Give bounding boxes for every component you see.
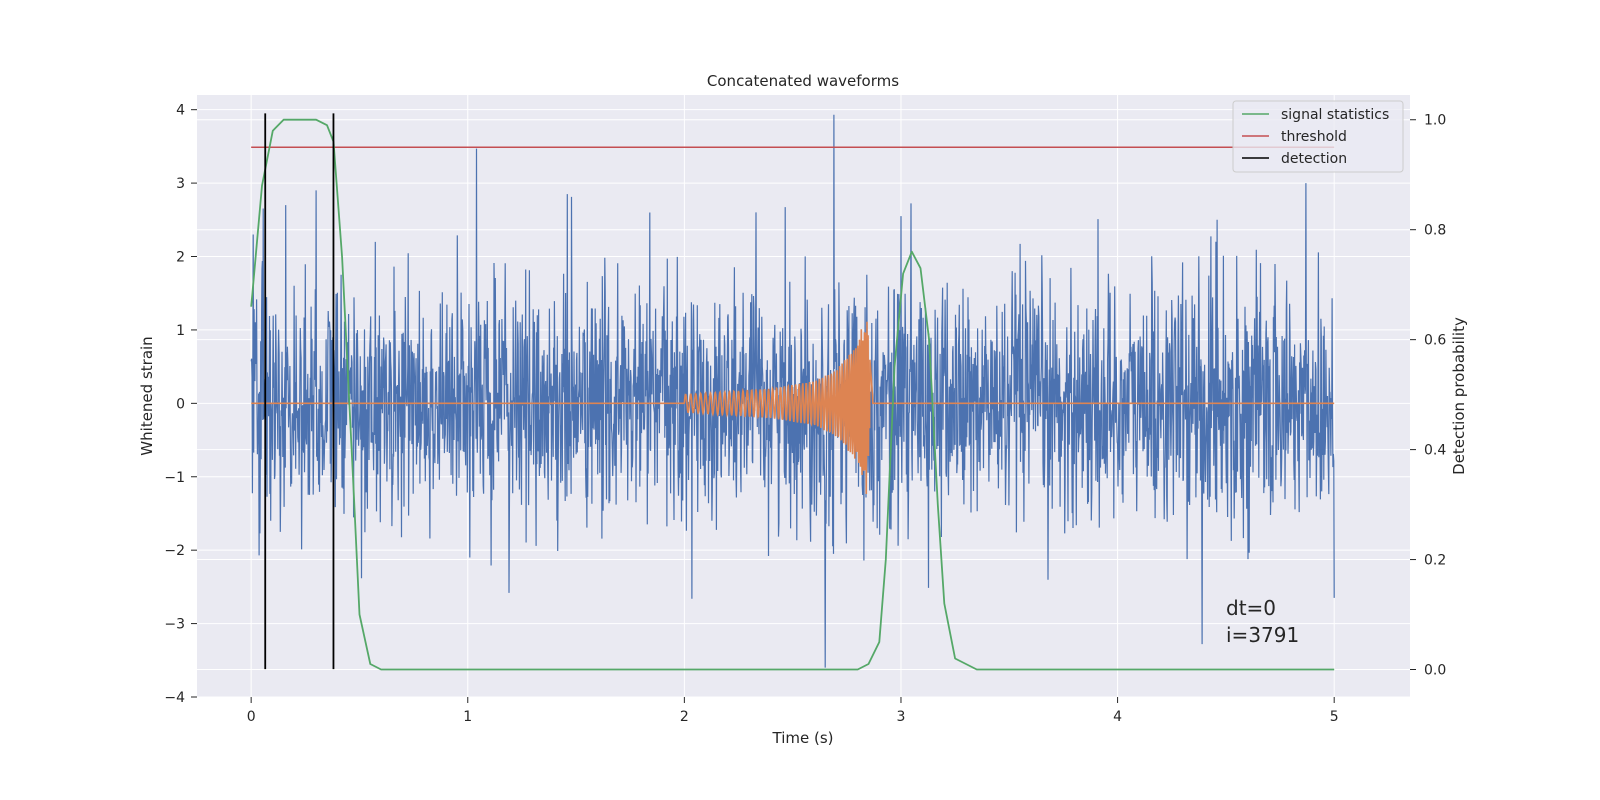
x-tick-label: 1 <box>463 709 472 725</box>
waveform-series-line <box>251 321 1335 495</box>
x-tick-label: 5 <box>1330 709 1339 725</box>
x-axis: 0 1 2 3 4 5 <box>247 697 1339 725</box>
series-layer <box>250 113 1335 671</box>
x-tick-label: 2 <box>680 709 689 725</box>
y-tick-label: 2 <box>176 250 185 266</box>
chart-title: Concatenated waveforms <box>707 72 899 90</box>
legend-label-detection: detection <box>1281 151 1347 167</box>
y-tick-label: 0 <box>176 396 185 412</box>
legend: signal statistics threshold detection <box>1232 100 1404 173</box>
x-tick-label: 4 <box>1113 709 1122 725</box>
y-tick-label: −1 <box>164 470 185 486</box>
y-tick-label: 1 <box>176 323 185 339</box>
y-tick-label: 4 <box>176 103 185 119</box>
y2-axis-label: Detection probability <box>1450 317 1468 475</box>
y2-tick-label: 0.0 <box>1424 663 1446 679</box>
y2-tick-label: 0.2 <box>1424 553 1446 569</box>
y2-tick-label: 0.8 <box>1424 223 1446 239</box>
legend-label-signal-statistics: signal statistics <box>1281 107 1389 123</box>
y-tick-label: −2 <box>164 543 185 559</box>
y2-tick-label: 0.4 <box>1424 443 1446 459</box>
annotation-i: i=3791 <box>1226 623 1299 647</box>
annotation-dt: dt=0 <box>1226 596 1276 620</box>
y-axis-label: Whitened strain <box>138 336 156 455</box>
legend-frame <box>1232 100 1404 173</box>
x-tick-label: 3 <box>897 709 906 725</box>
right-axis: 0.0 0.2 0.4 0.6 0.8 1.0 <box>1410 113 1446 679</box>
x-tick-label: 0 <box>247 709 256 725</box>
legend-label-threshold: threshold <box>1281 129 1347 145</box>
signal-statistics-line <box>250 118 1335 671</box>
left-axis: −4 −3 −2 −1 0 1 2 3 4 <box>164 103 197 706</box>
x-axis-label: Time (s) <box>772 729 834 747</box>
y-tick-label: 3 <box>176 176 185 192</box>
y-tick-label: −4 <box>164 690 185 706</box>
y2-tick-label: 1.0 <box>1424 113 1446 129</box>
y-tick-label: −3 <box>164 617 185 633</box>
y2-tick-label: 0.6 <box>1424 333 1446 349</box>
